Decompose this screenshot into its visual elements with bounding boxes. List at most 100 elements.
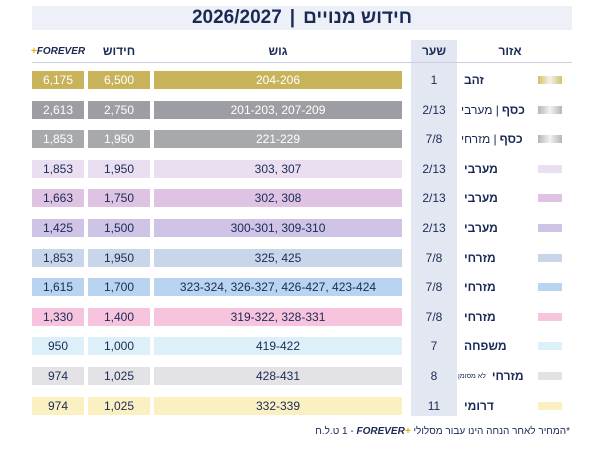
renewal-price: 1,025: [88, 396, 150, 415]
forever-price: 2,613: [32, 100, 84, 119]
gate-number: 8: [430, 369, 438, 383]
table-row: 1,853 1,950 303, 307 2/13 מערבי: [0, 154, 600, 184]
renewal-price: 1,025: [88, 367, 150, 385]
forever-price: 1,425: [32, 219, 84, 237]
table-row: 6,175 6,500 204-206 1 זהב: [0, 65, 600, 95]
renewal-price: 2,750: [88, 100, 150, 119]
gate-number: 2/13: [422, 191, 446, 206]
area-label: מערבי: [458, 189, 528, 207]
block-range: 428-431: [154, 367, 402, 385]
header-block: גוש: [268, 44, 288, 58]
block-range: 300-301, 309-310: [154, 219, 402, 237]
gate-number: 2/13: [422, 102, 446, 117]
forever-price: 6,175: [32, 71, 84, 89]
area-name: כסף: [501, 102, 525, 117]
area-label: מזרחי: [458, 249, 528, 267]
block-range: 419-422: [154, 337, 402, 356]
renewal-price: 1,750: [88, 189, 150, 208]
gate-number: 7/8: [425, 280, 443, 295]
renewal-price: 1,400: [88, 307, 150, 326]
area-name: משפחה: [464, 339, 507, 354]
gate-column-background: [411, 40, 457, 416]
header-area: אזור: [498, 44, 522, 58]
renewal-price: 6,500: [88, 71, 150, 89]
area-label: כסף | מזרחי: [458, 130, 528, 148]
header-forever-logo: +FOREVER: [30, 45, 86, 57]
footnote-suffix: - 1 ט.ל.ח: [315, 426, 354, 437]
footnote-text: *המחיר לאחר הנחה הינו עבור מסלולי: [413, 426, 570, 437]
gate-number: 1: [430, 73, 438, 87]
area-name: מערבי: [464, 191, 498, 206]
area-color-swatch: [538, 135, 562, 144]
area-color-swatch: [538, 164, 562, 173]
area-label: דרומי: [458, 397, 528, 415]
area-name: מערבי: [464, 221, 498, 235]
block-range: 204-206: [154, 71, 402, 89]
renewal-price: 1,950: [88, 159, 150, 178]
block-range: 201-203, 207-209: [154, 100, 402, 119]
area-name: מזרחי: [464, 309, 496, 324]
area-color-swatch: [538, 76, 562, 84]
table-row: 1,425 1,500 300-301, 309-310 2/13 מערבי: [0, 213, 600, 243]
area-label: זהב: [458, 71, 528, 89]
gate-number: 7/8: [425, 250, 443, 265]
table-row: 1,853 1,950 221-229 7/8 כסף | מזרחי: [0, 124, 600, 154]
footnote-brand-logo: FOREVER+: [356, 426, 411, 437]
block-range: 303, 307: [154, 159, 402, 178]
title-bar: 2026/2027 | חידוש מנויים: [32, 6, 572, 30]
table-row: 950 1,000 419-422 7 משפחה: [0, 331, 600, 361]
block-range: 325, 425: [154, 248, 402, 267]
table-row: 1,330 1,400 319-322, 328-331 7/8 מזרחי: [0, 302, 600, 332]
area-name: מזרחי: [464, 250, 496, 265]
table-row: 2,613 2,750 201-203, 207-209 2/13 כסף | מערבי: [0, 95, 600, 125]
area-color-swatch: [538, 283, 562, 292]
renewal-price: 1,950: [88, 248, 150, 267]
gate-number: 7: [430, 339, 438, 354]
area-color-swatch: [538, 194, 562, 203]
header-divider: [32, 62, 572, 63]
gate-number: 7/8: [425, 132, 443, 147]
table-row: 1,853 1,950 325, 425 7/8 מזרחי: [0, 243, 600, 273]
area-color-swatch: [538, 342, 562, 351]
table-row: 974 1,025 332-339 11 דרומי: [0, 391, 600, 421]
forever-price: 1,330: [32, 307, 84, 326]
forever-price: 1,615: [32, 278, 84, 297]
footnote: *המחיר לאחר הנחה הינו עבור מסלולי FOREVE…: [150, 426, 570, 437]
renewal-price: 1,700: [88, 278, 150, 297]
table-row: 974 1,025 428-431 8 מזרחי לא מסומן: [0, 361, 600, 391]
area-label: מערבי: [458, 160, 528, 178]
block-range: 323-324, 326-327, 426-427, 423-424: [154, 278, 402, 297]
area-label: מזרחי: [458, 278, 528, 296]
area-color-swatch: [538, 224, 562, 232]
area-name: מזרחי: [491, 369, 524, 383]
table-row: 1,663 1,750 302, 308 2/13 מערבי: [0, 183, 600, 213]
forever-price: 1,853: [32, 159, 84, 178]
header-gate: שער: [422, 44, 446, 58]
renewal-price: 1,000: [88, 337, 150, 356]
block-range: 319-322, 328-331: [154, 307, 402, 326]
table-row: 1,615 1,700 323-324, 326-327, 426-427, 423…: [0, 272, 600, 302]
header-forever: +FOREVER: [30, 40, 86, 62]
area-label: מערבי: [458, 219, 528, 237]
renewal-price: 1,500: [88, 219, 150, 237]
area-color-swatch: [538, 401, 562, 410]
area-label: משפחה: [458, 337, 528, 355]
area-label: מזרחי לא מסומן: [458, 367, 528, 385]
gate-number: 7/8: [425, 309, 443, 324]
forever-price: 1,853: [32, 248, 84, 267]
gate-number: 11: [427, 398, 441, 413]
renewal-price: 1,950: [88, 130, 150, 149]
area-name: דרומי: [464, 398, 494, 413]
area-subname: | מזרחי: [461, 132, 497, 147]
area-name: מזרחי: [464, 280, 496, 295]
area-label: מזרחי: [458, 308, 528, 326]
forever-price: 1,663: [32, 189, 84, 208]
area-note: לא מסומן: [458, 372, 486, 380]
area-name: זהב: [464, 73, 484, 87]
title-years: 2026/2027: [191, 7, 282, 28]
title-separator: |: [289, 7, 296, 28]
forever-price: 974: [32, 396, 84, 415]
gate-number: 2/13: [422, 221, 446, 235]
block-range: 302, 308: [154, 189, 402, 208]
header-renewal: חידוש: [102, 44, 136, 58]
